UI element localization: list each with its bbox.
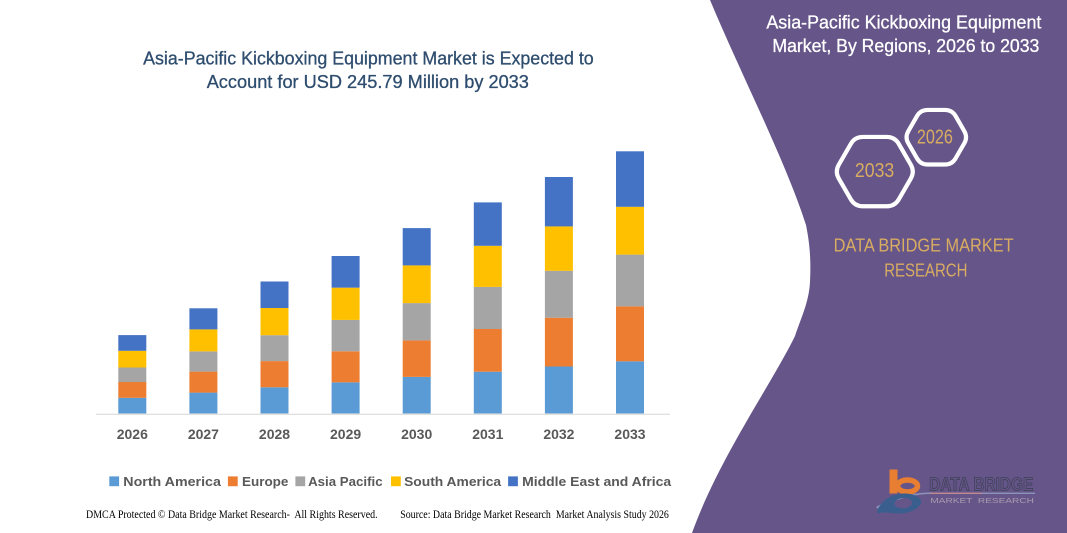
svg-text:2030: 2030	[401, 426, 432, 442]
svg-text:2033: 2033	[855, 160, 894, 182]
svg-text:Asia-Pacific Kickboxing Equipm: Asia-Pacific Kickboxing Equipment	[766, 12, 1042, 33]
svg-text:DATA BRIDGE MARKET: DATA BRIDGE MARKET	[834, 235, 1014, 256]
svg-text:2026: 2026	[917, 126, 953, 148]
svg-text:Europe: Europe	[242, 474, 288, 489]
svg-text:Source: Data Bridge Market Res: Source: Data Bridge Market Research Mark…	[400, 509, 669, 521]
svg-text:2026: 2026	[117, 426, 148, 442]
svg-text:2031: 2031	[472, 426, 503, 442]
svg-text:DATA BRIDGE: DATA BRIDGE	[929, 474, 1033, 494]
svg-text:Asia-Pacific Kickboxing Equipm: Asia-Pacific Kickboxing Equipment Market…	[143, 48, 594, 69]
svg-text:South America: South America	[404, 474, 502, 489]
svg-text:2028: 2028	[259, 426, 290, 442]
svg-text:North America: North America	[123, 474, 221, 489]
svg-text:2029: 2029	[330, 426, 361, 442]
svg-text:RESEARCH: RESEARCH	[884, 259, 967, 280]
svg-text:Middle East and Africa: Middle East and Africa	[522, 474, 672, 489]
svg-text:2027: 2027	[188, 426, 219, 442]
svg-text:2032: 2032	[543, 426, 574, 442]
svg-text:Market, By Regions, 2026 to 20: Market, By Regions, 2026 to 2033	[772, 36, 1039, 57]
svg-text:2033: 2033	[614, 426, 645, 442]
svg-text:Asia Pacific: Asia Pacific	[308, 474, 383, 489]
svg-text:Account for USD 245.79 Million: Account for USD 245.79 Million by 2033	[207, 72, 529, 93]
svg-text:MARKET RESEARCH: MARKET RESEARCH	[930, 496, 1034, 505]
svg-text:DMCA Protected © Data Bridge M: DMCA Protected © Data Bridge Market Rese…	[86, 509, 378, 521]
